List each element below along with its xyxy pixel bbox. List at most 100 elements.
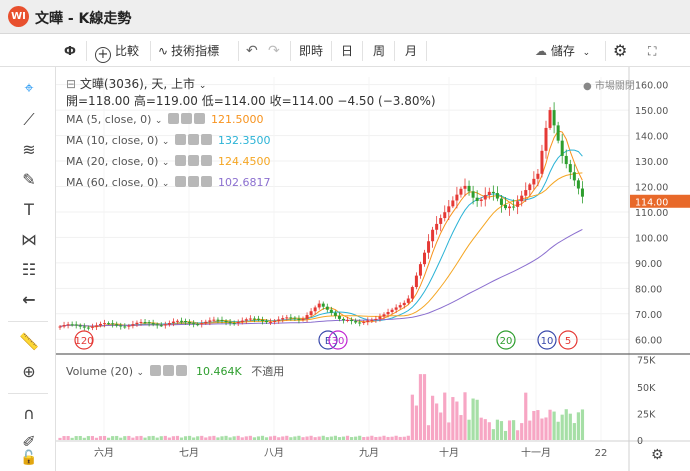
- chevron-down-icon[interactable]: ⌄: [161, 179, 170, 189]
- indicators-label: 技術指標: [171, 44, 220, 58]
- settings-icon[interactable]: [187, 176, 199, 187]
- volume-bar: [285, 435, 289, 440]
- fibonacci-icon[interactable]: ≋: [22, 140, 36, 159]
- settings-icon[interactable]: [162, 365, 174, 376]
- volume-bar: [426, 425, 431, 440]
- chart-area[interactable]: 160.00 150.00 140.00 130.00 120.00 110.00 100.…: [56, 67, 690, 471]
- candle-body: [366, 320, 370, 323]
- pattern-icon[interactable]: ⋈: [21, 230, 37, 249]
- event-marker: [318, 330, 338, 350]
- candle-body: [423, 252, 426, 265]
- redo-icon[interactable]: ↷: [268, 43, 280, 59]
- chevron-down-icon[interactable]: ⌄: [198, 81, 207, 91]
- volume-bar: [483, 419, 487, 440]
- volume-bar: [544, 417, 548, 440]
- symbol-header: ⊟ 文曄(3036), 天, 上市 ⌄: [66, 75, 206, 92]
- candle-style-button[interactable]: Ф: [64, 40, 76, 62]
- ruler-icon[interactable]: 📏: [19, 332, 39, 351]
- brush-icon[interactable]: ✎: [22, 170, 36, 189]
- volume-legend: Volume (20) ⌄ 10.464K 不適用: [66, 363, 284, 379]
- candle-body: [252, 318, 256, 320]
- candle-body: [309, 311, 313, 316]
- volume-bar: [309, 435, 313, 440]
- magnet-icon[interactable]: ∩: [23, 404, 35, 423]
- candle-body: [261, 319, 264, 322]
- event-markers: 120 E 30 20 10 5: [74, 330, 578, 350]
- compare-button[interactable]: + 比較: [95, 40, 139, 63]
- candle-body: [491, 191, 495, 194]
- volume-bar: [232, 436, 236, 440]
- volume-bar: [516, 430, 520, 440]
- eye-icon[interactable]: [149, 365, 161, 376]
- chevron-down-icon[interactable]: ⌄: [161, 158, 170, 168]
- chevron-down-icon[interactable]: ⌄: [154, 116, 163, 126]
- collapse-icon[interactable]: ⊟: [66, 77, 77, 91]
- volume-bar: [151, 435, 155, 440]
- crosshair-icon[interactable]: ⌖: [24, 78, 34, 97]
- settings-icon[interactable]: [187, 134, 199, 145]
- volume-bar: [244, 436, 248, 440]
- volume-bar: [491, 429, 495, 440]
- month-button[interactable]: 月: [405, 44, 418, 58]
- candle-body: [536, 173, 540, 179]
- arrow-left-icon[interactable]: ←: [22, 290, 36, 309]
- volume-bar: [374, 436, 378, 440]
- price-tick-label: 100.00: [635, 233, 668, 244]
- close-icon[interactable]: [193, 113, 205, 124]
- lock-drawing-icon[interactable]: ✐: [22, 432, 36, 451]
- candle-body: [520, 195, 524, 202]
- price-chart[interactable]: 160.00 150.00 140.00 130.00 120.00 110.00 100.…: [56, 67, 690, 471]
- chevron-down-icon[interactable]: ⌄: [136, 368, 145, 378]
- indicators-button[interactable]: ∿ 技術指標: [158, 40, 219, 62]
- chart-axes: 160.00 150.00 140.00 130.00 120.00 110.00 100.…: [56, 67, 690, 471]
- candle-body: [370, 319, 374, 321]
- indicator-icon: ∿: [158, 44, 169, 58]
- save-button[interactable]: ☁ 儲存 ⌄: [535, 40, 590, 62]
- candle-body: [277, 319, 281, 321]
- candle-body: [459, 188, 463, 195]
- volume-bar: [220, 436, 224, 440]
- volume-bar: [495, 419, 499, 440]
- candlesticks: [58, 102, 584, 331]
- realtime-button[interactable]: 即時: [299, 44, 324, 58]
- lock-icon[interactable]: 🔓: [20, 450, 38, 466]
- volume-bar: [507, 420, 512, 440]
- volume-bar: [431, 395, 435, 440]
- settings-icon[interactable]: [180, 113, 192, 124]
- volume-bar: [422, 374, 427, 440]
- eye-icon[interactable]: [167, 113, 179, 124]
- volume-bar: [192, 437, 196, 440]
- volume-bar: [572, 423, 576, 440]
- text-tool-icon[interactable]: T: [24, 200, 34, 219]
- volume-bar: [82, 437, 86, 440]
- volume-tick-label: 75K: [637, 355, 656, 366]
- volume-bar: [107, 437, 111, 440]
- ma-label: MA (5, close, 0): [66, 113, 152, 126]
- candle-body: [568, 164, 572, 173]
- close-icon[interactable]: [175, 365, 187, 376]
- gear-icon[interactable]: ⚙: [613, 41, 628, 60]
- candle-body: [386, 312, 390, 315]
- candle-body: [273, 320, 277, 322]
- close-icon[interactable]: [200, 176, 212, 187]
- eye-icon[interactable]: [174, 155, 186, 166]
- measure-icon[interactable]: ☷: [21, 260, 37, 279]
- event-marker: [496, 330, 516, 350]
- trendline-icon[interactable]: ⟋: [23, 110, 35, 129]
- fullscreen-icon[interactable]: ⛶: [648, 44, 657, 58]
- close-icon[interactable]: [200, 134, 212, 145]
- close-icon[interactable]: [200, 155, 212, 166]
- eye-icon[interactable]: [174, 176, 186, 187]
- chevron-down-icon[interactable]: ⌄: [161, 137, 170, 147]
- week-button[interactable]: 周: [373, 44, 386, 58]
- day-button[interactable]: 日: [341, 44, 354, 58]
- settings-icon[interactable]: [187, 155, 199, 166]
- eye-icon[interactable]: [174, 134, 186, 145]
- volume-bar: [98, 436, 103, 440]
- ma-legend-row: MA (20, close, 0) ⌄ 124.4500: [66, 155, 270, 168]
- volume-bar: [248, 435, 252, 440]
- volume-tick-label: 25K: [637, 409, 656, 420]
- zoom-in-icon[interactable]: ⊕: [22, 362, 36, 381]
- undo-icon[interactable]: ↶: [246, 43, 258, 59]
- volume-bar: [333, 435, 337, 440]
